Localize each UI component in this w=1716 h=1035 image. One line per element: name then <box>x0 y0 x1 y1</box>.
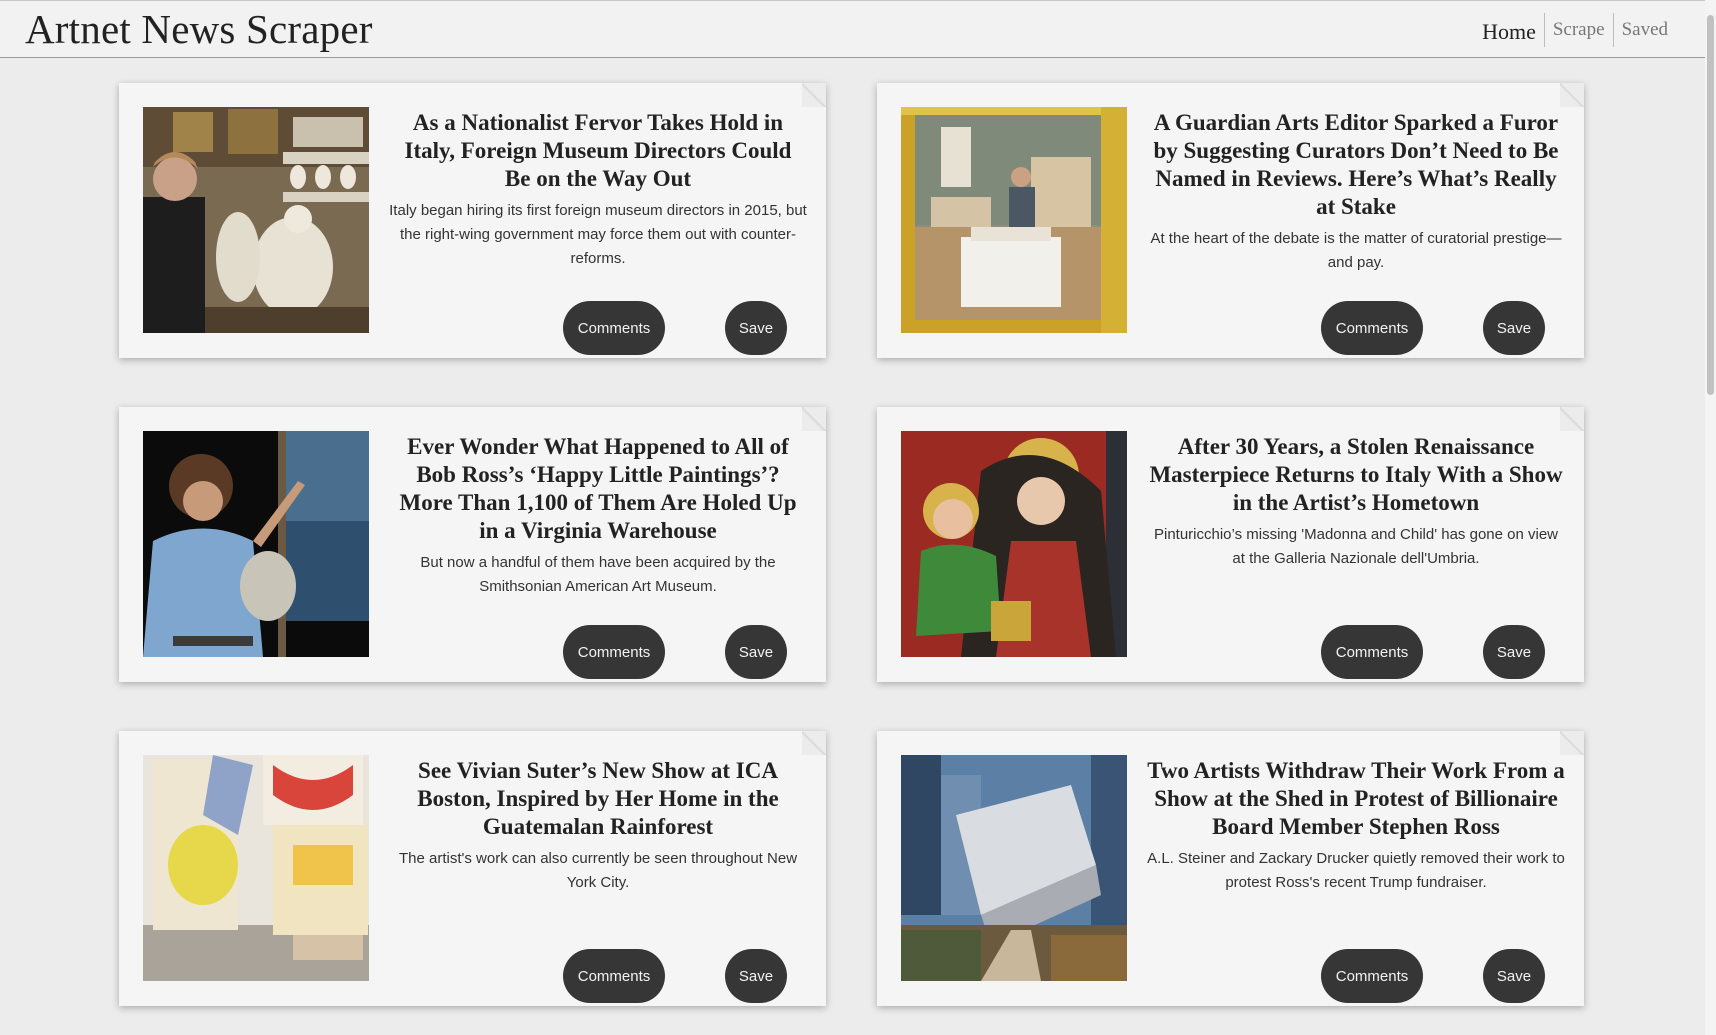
nav-scrape-link[interactable]: Scrape <box>1552 19 1605 40</box>
article-summary: Pinturicchio’s missing 'Madonna and Chil… <box>1153 526 1558 567</box>
article-summary: But now a handful of them have been acqu… <box>420 554 776 595</box>
article-card: Ever Wonder What Happened to All of Bob … <box>119 407 826 682</box>
page-scrollbar[interactable] <box>1705 0 1716 1035</box>
article-card: As a Nationalist Fervor Takes Hold in It… <box>119 83 826 358</box>
comments-button[interactable]: Comments <box>1321 301 1423 355</box>
save-button[interactable]: Save <box>1483 301 1545 355</box>
comments-button[interactable]: Comments <box>563 949 665 1003</box>
article-thumbnail <box>143 431 369 657</box>
card-corner-fold <box>802 731 826 755</box>
card-corner-fold <box>1560 407 1584 431</box>
card-corner-fold <box>802 83 826 107</box>
save-button[interactable]: Save <box>1483 949 1545 1003</box>
app-brand[interactable]: Artnet News Scraper <box>25 6 373 52</box>
nav-home-link[interactable]: Home <box>1482 19 1536 44</box>
save-button[interactable]: Save <box>725 625 787 679</box>
article-card: After 30 Years, a Stolen Renaissance Mas… <box>877 407 1584 682</box>
article-title[interactable]: As a Nationalist Fervor Takes Hold in It… <box>404 110 792 191</box>
article-summary: A.L. Steiner and Zackary Drucker quietly… <box>1147 850 1565 891</box>
save-button[interactable]: Save <box>725 301 787 355</box>
top-navbar: Artnet News Scraper Home Scrape Saved <box>0 0 1716 58</box>
nav-divider <box>1612 13 1614 47</box>
article-title[interactable]: Ever Wonder What Happened to All of Bob … <box>399 434 797 543</box>
article-title[interactable]: A Guardian Arts Editor Sparked a Furor b… <box>1153 110 1559 219</box>
nav-divider <box>1543 13 1545 47</box>
article-title[interactable]: After 30 Years, a Stolen Renaissance Mas… <box>1149 434 1563 515</box>
article-content: Ever Wonder What Happened to All of Bob … <box>389 433 807 599</box>
comments-button[interactable]: Comments <box>563 301 665 355</box>
article-card: Two Artists Withdraw Their Work From a S… <box>877 731 1584 1006</box>
article-title[interactable]: See Vivian Suter’s New Show at ICA Bosto… <box>417 758 779 839</box>
nav-saved-link[interactable]: Saved <box>1621 19 1668 40</box>
article-summary: At the heart of the debate is the matter… <box>1150 230 1562 271</box>
article-content: Two Artists Withdraw Their Work From a S… <box>1147 757 1565 895</box>
article-thumbnail <box>901 431 1127 657</box>
save-button[interactable]: Save <box>725 949 787 1003</box>
article-thumbnail <box>143 755 369 981</box>
article-thumbnail <box>901 755 1127 981</box>
article-summary: Italy began hiring its first foreign mus… <box>389 202 807 267</box>
article-card: A Guardian Arts Editor Sparked a Furor b… <box>877 83 1584 358</box>
article-card: See Vivian Suter’s New Show at ICA Bosto… <box>119 731 826 1006</box>
article-summary: The artist's work can also currently be … <box>398 850 798 891</box>
article-content: See Vivian Suter’s New Show at ICA Bosto… <box>389 757 807 895</box>
article-title[interactable]: Two Artists Withdraw Their Work From a S… <box>1147 758 1565 839</box>
scrollbar-thumb[interactable] <box>1707 15 1714 395</box>
comments-button[interactable]: Comments <box>1321 949 1423 1003</box>
nav-links: Home Scrape Saved <box>1474 13 1676 47</box>
comments-button[interactable]: Comments <box>1321 625 1423 679</box>
card-corner-fold <box>1560 731 1584 755</box>
article-content: After 30 Years, a Stolen Renaissance Mas… <box>1147 433 1565 571</box>
card-corner-fold <box>1560 83 1584 107</box>
save-button[interactable]: Save <box>1483 625 1545 679</box>
comments-button[interactable]: Comments <box>563 625 665 679</box>
article-content: A Guardian Arts Editor Sparked a Furor b… <box>1147 109 1565 275</box>
card-corner-fold <box>802 407 826 431</box>
article-thumbnail <box>901 107 1127 333</box>
article-content: As a Nationalist Fervor Takes Hold in It… <box>389 109 807 271</box>
article-thumbnail <box>143 107 369 333</box>
